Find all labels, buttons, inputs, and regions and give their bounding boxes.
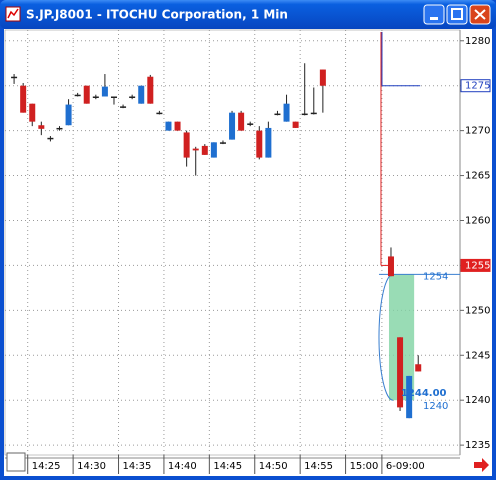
close-glyph xyxy=(474,9,486,20)
y-tick-label: 1280 xyxy=(465,36,490,47)
x-tick-label: 14:25 xyxy=(32,461,61,472)
candle-body xyxy=(387,256,394,277)
candle-body xyxy=(256,130,263,158)
minimize-glyph xyxy=(430,17,438,20)
x-tick-label: 14:40 xyxy=(168,461,197,472)
corner-box[interactable] xyxy=(6,452,26,472)
x-tick-label: 14:55 xyxy=(304,461,333,472)
price-marker-label: 1255 xyxy=(465,260,490,271)
maximize-glyph xyxy=(451,8,463,20)
app-icon-glyph xyxy=(7,8,19,19)
candle-body xyxy=(129,96,136,98)
candle-body xyxy=(156,112,163,115)
candle-body xyxy=(192,148,199,151)
annotation-label: 1254 xyxy=(423,271,448,282)
candle-body xyxy=(165,121,172,131)
x-tick-label: 14:50 xyxy=(259,461,288,472)
scroll-arrow[interactable] xyxy=(474,458,489,472)
candle-body xyxy=(310,112,317,115)
candle-body xyxy=(247,123,254,125)
candle-body xyxy=(283,103,290,122)
candle-body xyxy=(319,69,326,86)
x-tick-label: 14:35 xyxy=(123,461,152,472)
candle-body xyxy=(183,132,190,158)
candle-body xyxy=(415,364,422,372)
candle-body xyxy=(274,113,281,116)
candle-body xyxy=(11,76,18,79)
y-tick-label: 1270 xyxy=(465,126,490,137)
candle-body xyxy=(65,104,72,126)
annotation-label: 1240 xyxy=(423,401,448,412)
candle-body xyxy=(56,127,63,130)
y-tick-label: 1265 xyxy=(465,171,490,182)
candle-body xyxy=(265,127,272,158)
window-buttons[interactable] xyxy=(423,4,491,25)
candle-body xyxy=(29,103,36,122)
candle-body xyxy=(397,337,404,408)
candle-body xyxy=(101,86,108,97)
candle-body xyxy=(83,85,90,104)
price-marker xyxy=(460,258,491,272)
candle-body xyxy=(110,96,117,98)
minimize-button[interactable] xyxy=(423,4,445,25)
x-tick-label: 15:00 xyxy=(350,461,379,472)
candle-body xyxy=(292,121,299,128)
candle-body xyxy=(20,85,27,113)
candle-body xyxy=(219,142,226,144)
price-marker xyxy=(460,79,491,93)
candle-body xyxy=(120,106,127,108)
x-tick-label: 14:45 xyxy=(213,461,242,472)
candle-body xyxy=(238,112,245,131)
y-tick-label: 1235 xyxy=(465,440,490,451)
candle-body xyxy=(229,112,236,140)
candle-body xyxy=(406,375,413,419)
y-tick-label: 1245 xyxy=(465,350,490,361)
annotation-label: 1244.00 xyxy=(401,388,447,399)
candle-body xyxy=(47,137,54,140)
candle-body xyxy=(74,94,81,97)
candle-body xyxy=(138,85,145,104)
candle-body xyxy=(210,142,217,158)
candle-body xyxy=(92,96,99,98)
y-tick-label: 1260 xyxy=(465,215,490,226)
y-tick-label: 1250 xyxy=(465,305,490,316)
x-tick-label: 14:30 xyxy=(77,461,106,472)
x-tick-label: 6-09:00 xyxy=(386,461,425,472)
candle-body xyxy=(301,113,308,116)
candle-body xyxy=(174,121,181,131)
title-bar xyxy=(0,0,496,29)
candle-body xyxy=(38,125,45,129)
y-tick-label: 1240 xyxy=(465,395,490,406)
maximize-button[interactable] xyxy=(446,4,468,25)
window-title: S.JP.J8001 - ITOCHU Corporation, 1 Min xyxy=(26,8,288,22)
candle-body xyxy=(201,145,208,155)
price-marker-label: 1275 xyxy=(465,81,490,92)
candle-body xyxy=(147,76,154,104)
measure-arc xyxy=(378,273,394,401)
